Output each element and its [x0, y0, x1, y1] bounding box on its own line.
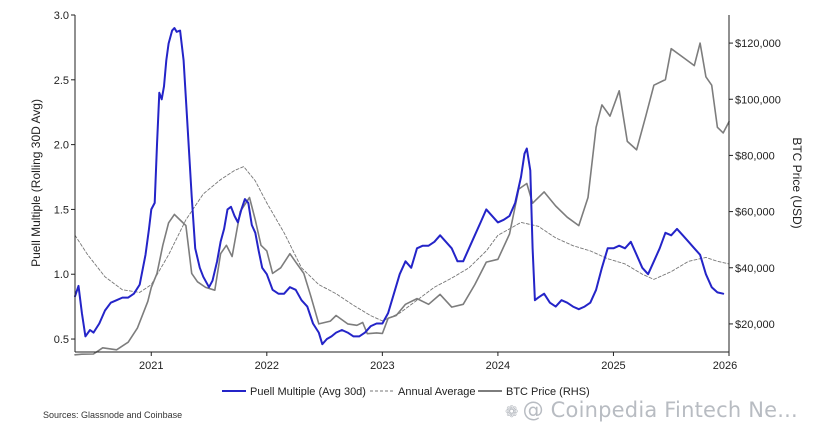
x-tick-label: 2022 — [255, 360, 279, 372]
series-line-0 — [74, 27, 725, 346]
watermark: ❁ @ Coinpedia Fintech Ne... — [505, 398, 798, 422]
x-tick-label: 2025 — [601, 360, 625, 372]
y-tick-label: 2.5 — [54, 75, 69, 87]
y-tick-label: 1.0 — [54, 269, 69, 281]
y-tick-label: 2.0 — [54, 140, 69, 152]
x-axis-ticks: 2021 2022 2023 2024 2025 2026 — [139, 352, 737, 372]
y-axis-ticks: 0.5 1.0 1.5 2.0 2.5 3.0 — [54, 10, 75, 346]
source-note: Sources: Glassnode and Coinbase — [43, 410, 183, 420]
y2-tick-label: $80,000 — [735, 150, 775, 162]
y-axis-title: Puell Multiple (Rolling 30D Avg) — [29, 99, 43, 267]
legend-label: Annual Average — [398, 386, 475, 398]
y2-tick-label: $100,000 — [735, 94, 781, 106]
y2-axis-title: BTC Price (USD) — [790, 137, 804, 228]
y-tick-label: 3.0 — [54, 10, 69, 22]
x-tick-label: 2023 — [370, 360, 394, 372]
watermark-text: @ Coinpedia Fintech Ne... — [522, 398, 798, 422]
plot-area — [74, 27, 730, 356]
x-tick-label: 2021 — [139, 360, 163, 372]
y2-tick-label: $120,000 — [735, 38, 781, 50]
series-line-1 — [74, 166, 730, 322]
legend-label: Puell Multiple (Avg 30d) — [250, 386, 366, 398]
series-line-2 — [74, 42, 730, 356]
x-tick-label: 2024 — [486, 360, 510, 372]
coinpedia-logo-icon: ❁ — [505, 402, 519, 421]
y-tick-label: 0.5 — [54, 334, 69, 346]
y-tick-label: 1.5 — [54, 204, 69, 216]
legend-label: BTC Price (RHS) — [506, 386, 590, 398]
y2-axis-ticks: $20,000 $40,000 $60,000 $80,000 $100,000 $120… — [729, 38, 781, 331]
y2-tick-label: $20,000 — [735, 319, 775, 331]
legend: Puell Multiple (Avg 30d) Annual Average BT… — [222, 386, 590, 398]
y2-tick-label: $40,000 — [735, 263, 775, 275]
y2-tick-label: $60,000 — [735, 207, 775, 219]
x-tick-label: 2026 — [713, 360, 737, 372]
